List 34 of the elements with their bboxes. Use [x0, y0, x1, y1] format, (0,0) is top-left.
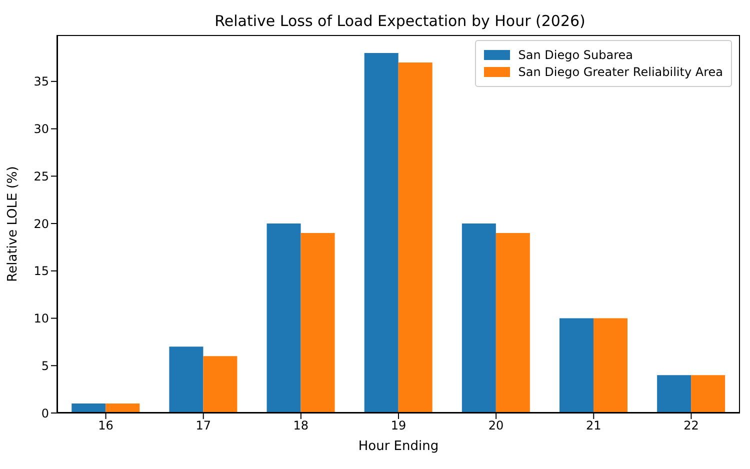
bar [593, 318, 628, 413]
y-tick-label: 0 [41, 406, 49, 420]
bar [496, 233, 530, 413]
x-tick-label: 16 [98, 418, 114, 433]
legend-label: San Diego Subarea [518, 48, 633, 62]
y-tick-label: 30 [34, 122, 49, 136]
y-tick-label: 15 [34, 264, 49, 278]
y-tick-label: 35 [34, 74, 49, 89]
x-tick-label: 19 [390, 418, 406, 433]
x-tick-label: 18 [293, 418, 309, 433]
y-tick-label: 25 [34, 169, 49, 184]
bar [462, 224, 496, 413]
bar [72, 404, 106, 413]
y-tick-label: 20 [34, 216, 49, 231]
x-tick-label: 17 [196, 418, 211, 433]
y-tick-label: 10 [34, 312, 49, 326]
bar [106, 404, 140, 413]
bar [559, 318, 594, 413]
y-tick-label: 5 [41, 358, 49, 373]
legend-label: San Diego Greater Reliability Area [518, 65, 723, 79]
y-axis-title: Relative LOLE (%) [6, 166, 21, 282]
x-tick-label: 22 [684, 418, 699, 433]
bar [203, 356, 238, 413]
bar [266, 224, 301, 413]
bar [657, 375, 692, 413]
bar [364, 53, 398, 413]
bar [398, 62, 432, 413]
x-tick-label: 20 [488, 418, 504, 433]
chart-title: Relative Loss of Load Expectation by Hour (2026) [214, 12, 586, 30]
bar [300, 233, 335, 413]
bar [169, 346, 204, 413]
bar [691, 375, 726, 413]
x-axis-title: Hour Ending [358, 439, 439, 454]
x-tick-label: 21 [586, 418, 602, 433]
